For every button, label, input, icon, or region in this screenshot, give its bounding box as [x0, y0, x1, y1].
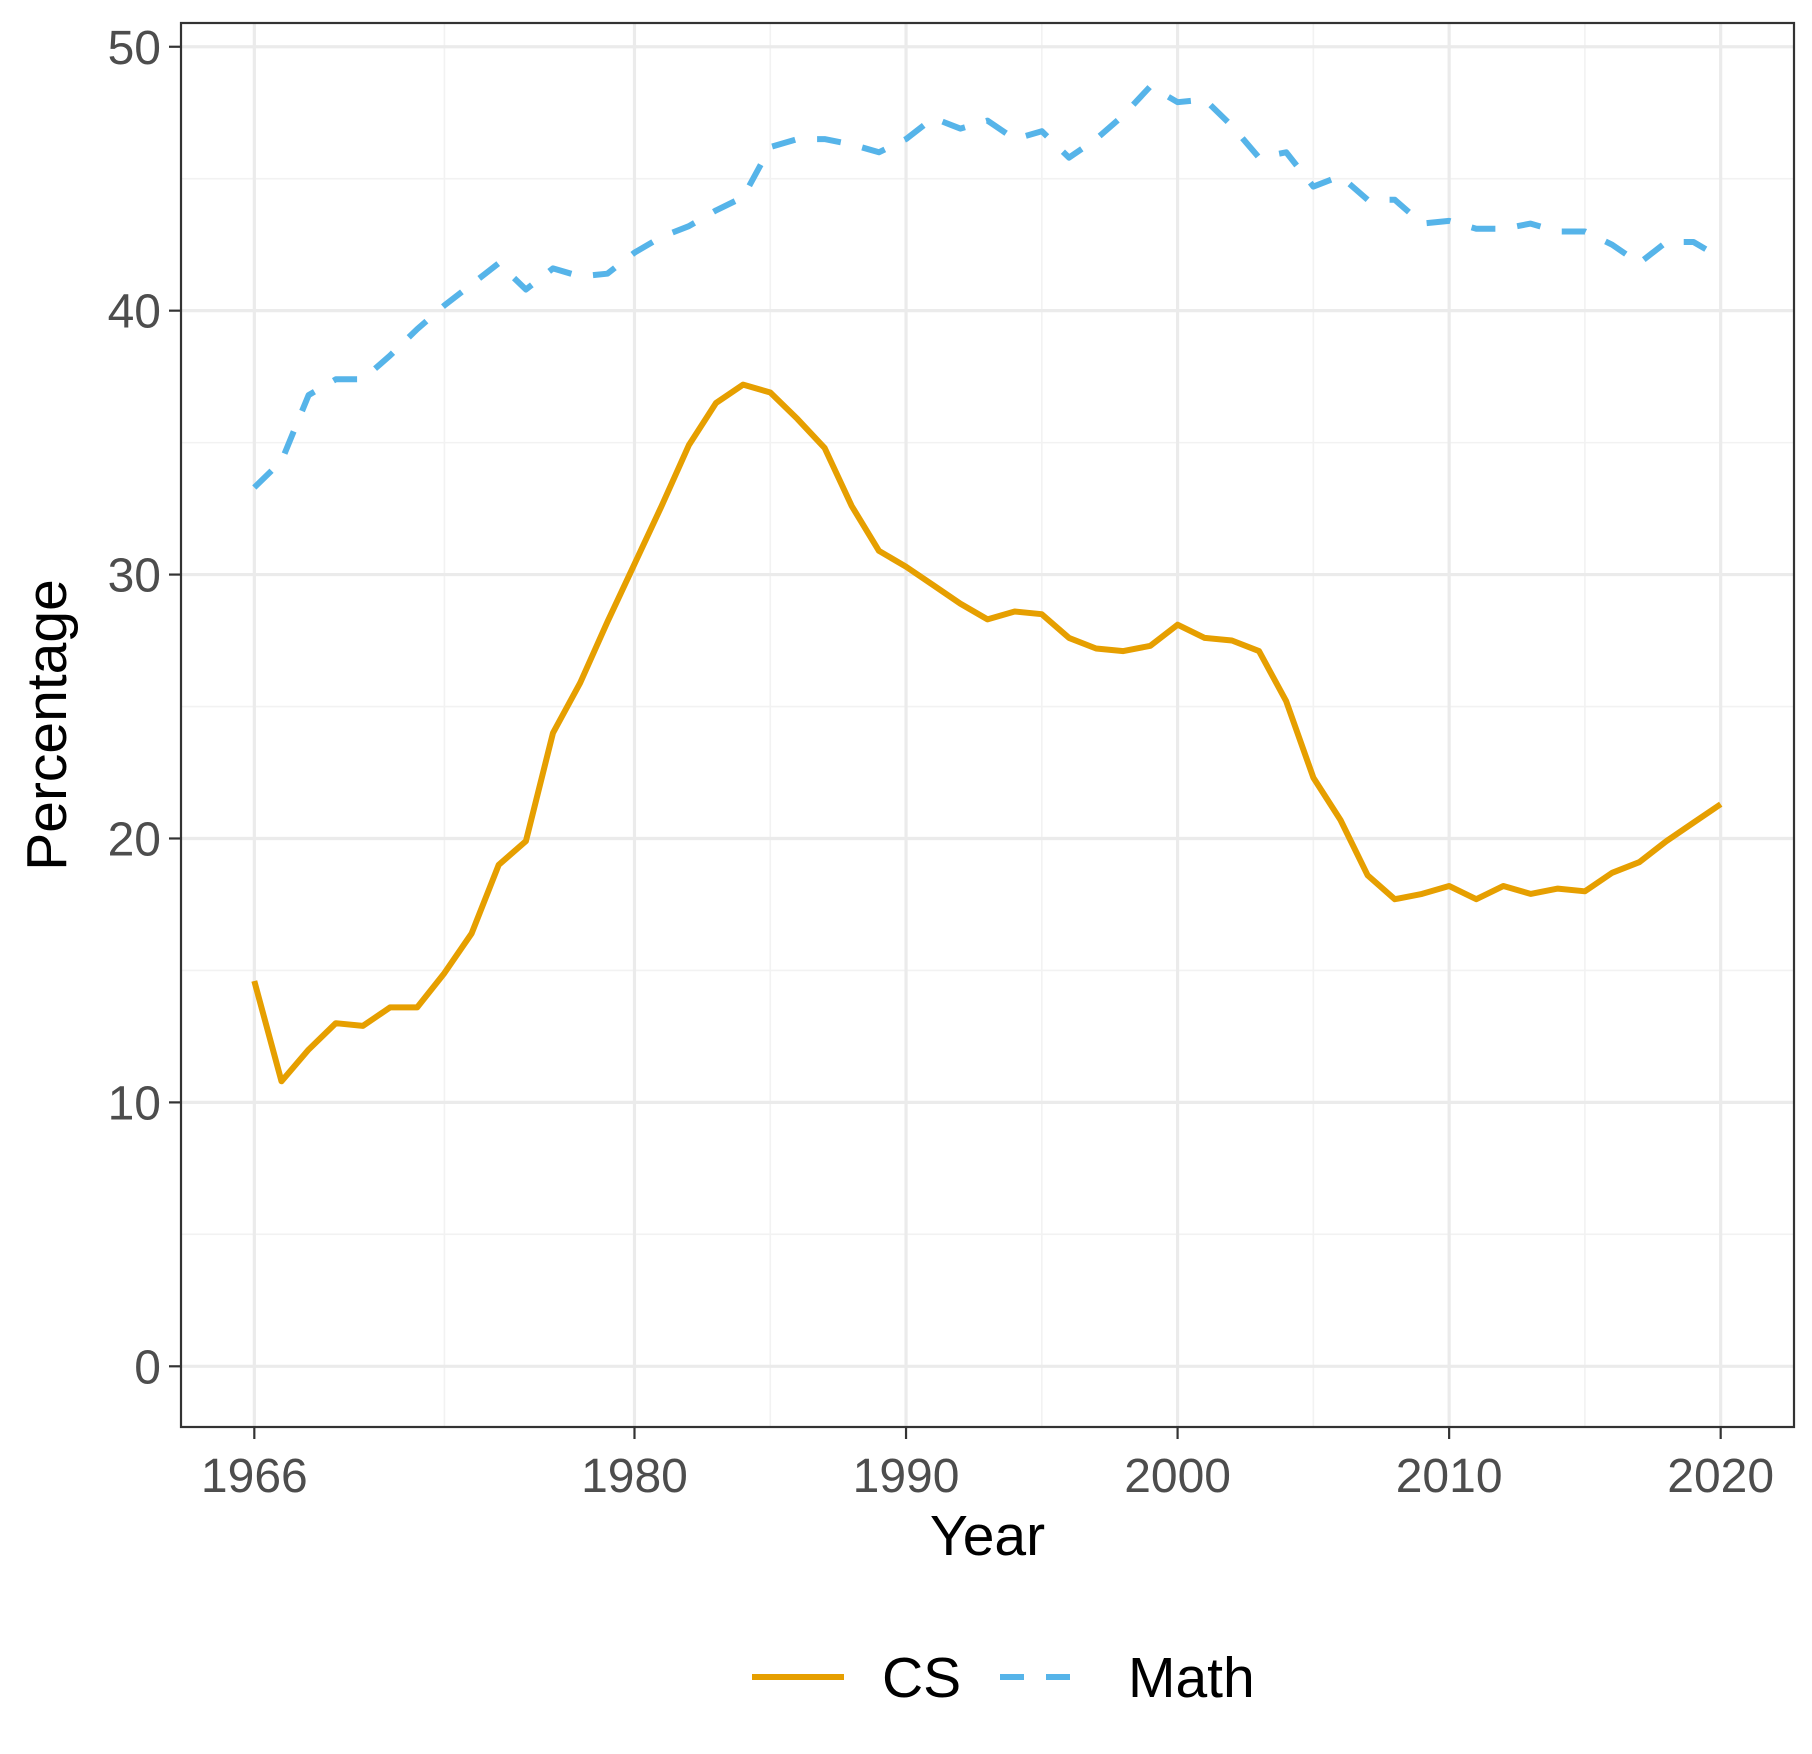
x-axis-title: Year: [930, 1504, 1045, 1568]
y-tick-label: 40: [108, 286, 161, 339]
series-line-cs: [251, 381, 1723, 1085]
x-tick-label: 2020: [1667, 1450, 1774, 1503]
x-tick-label: 1966: [201, 1450, 308, 1503]
x-tick-label: 1980: [581, 1450, 688, 1503]
series-lines: [251, 83, 1723, 1085]
axes: 1966 1980 1990 2000 2010 2020 0 10 20 30 40 50: [108, 22, 1774, 1503]
y-tick-label: 10: [108, 1077, 161, 1130]
plot-panel-border: [179, 21, 1796, 1429]
legend-label-cs: CS: [882, 1646, 961, 1710]
x-tick-label: 2010: [1396, 1450, 1503, 1503]
grid: [181, 23, 1794, 1427]
y-tick-label: 30: [108, 550, 161, 603]
y-tick-label: 0: [134, 1341, 161, 1394]
x-tick-label: 2000: [1124, 1450, 1231, 1503]
y-axis-title: Percentage: [15, 579, 79, 871]
y-tick-label: 20: [108, 813, 161, 866]
y-tick-label: 50: [108, 22, 161, 75]
series-line-math: [252, 83, 1723, 490]
legend-label-math: Math: [1128, 1646, 1255, 1710]
x-tick-label: 1990: [853, 1450, 960, 1503]
legend: CS Math: [752, 1646, 1255, 1710]
